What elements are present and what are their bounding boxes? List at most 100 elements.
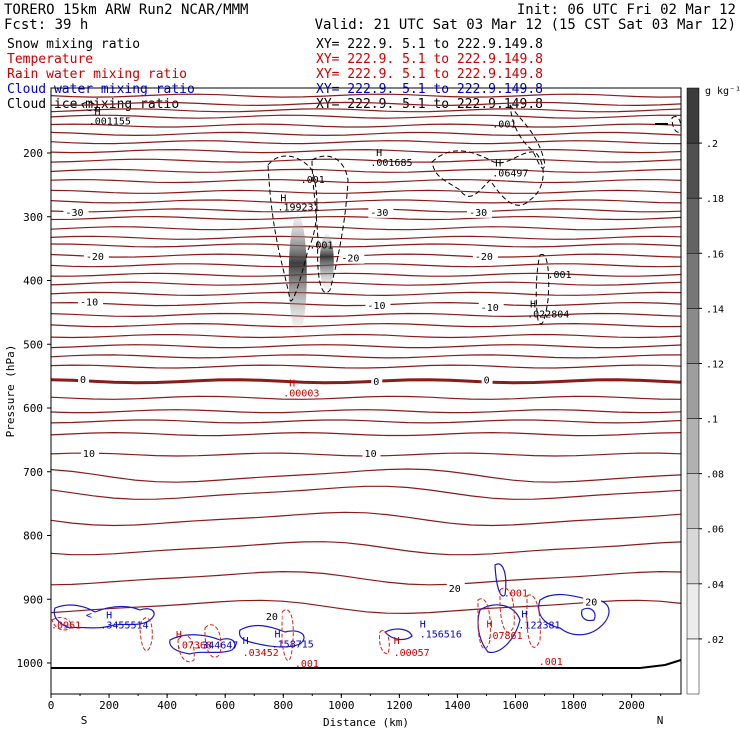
contour-annotation: .001 xyxy=(539,657,563,668)
temperature-contour-line xyxy=(50,123,682,128)
temperature-label-bg xyxy=(83,250,109,262)
temperature-contour-line xyxy=(50,168,682,173)
contour-annotation: .122381 xyxy=(518,621,560,632)
temperature-label-bg xyxy=(78,373,90,385)
legend-entry-xy: XY= 222.9. 5.1 to 222.9.149.8 xyxy=(316,37,543,52)
snow-plume xyxy=(319,234,334,290)
colorbar-tick-label: .16 xyxy=(706,249,724,260)
legend-entry-name: Snow mixing ratio xyxy=(7,37,140,52)
contour-annotation: H xyxy=(420,619,426,630)
contour-annotation: .001 xyxy=(295,659,319,670)
temperature-label: -20 xyxy=(341,254,359,265)
temperature-contour-line xyxy=(50,344,682,349)
temperature-contour-line xyxy=(50,235,682,240)
contour-annotation: .344647 xyxy=(196,640,238,651)
cloud-ice-contour xyxy=(81,101,97,112)
contour-annotation: H xyxy=(280,193,286,204)
temperature-label: -10 xyxy=(481,303,499,314)
colorbar-tick-label: .06 xyxy=(706,525,724,536)
temperature-contour-line xyxy=(50,419,682,424)
temperature-label-bg xyxy=(362,447,381,459)
rain-water-contour xyxy=(204,624,222,658)
contour-annotation: H xyxy=(486,619,492,630)
colorbar-tick-label: .12 xyxy=(706,359,724,370)
temperature-label: -20 xyxy=(475,252,493,263)
cloud-ice-contour xyxy=(267,155,318,302)
legend-entry-name: Rain water mixing ratio xyxy=(7,67,187,82)
contour-annotation: H xyxy=(530,299,536,310)
snow-plume xyxy=(288,215,307,335)
header-init: Init: 06 UTC Fri 02 Mar 12 xyxy=(517,2,736,18)
temperature-contour-line xyxy=(50,364,682,369)
x-tick-label: 1800 xyxy=(560,699,587,712)
temperature-contour-line xyxy=(50,226,682,231)
temperature-label-bg xyxy=(368,206,394,218)
contour-annotation: .001 xyxy=(309,241,333,252)
temperature-contour-line xyxy=(50,101,682,107)
temperature-contour-line xyxy=(50,108,682,113)
temperature-contour-line xyxy=(50,468,682,483)
temperature-labels: -30 -30 -30 -20 -20 -20 -10 -10 -10 0 0 0 10 10 20 20 20 xyxy=(63,206,602,623)
contour-annotation: .001 xyxy=(504,589,528,600)
temperature-label-bg xyxy=(481,374,493,386)
temperature-contour-line xyxy=(50,322,682,328)
temperature-label-bg xyxy=(263,611,282,623)
cloud-ice-contour xyxy=(311,155,349,293)
y-tick-label: 800 xyxy=(23,530,43,543)
temperature-label-bg xyxy=(63,206,89,218)
temperature-contour-line xyxy=(50,114,682,119)
contour-annotation: .001 xyxy=(547,270,571,281)
temperature-contour-line xyxy=(50,189,682,194)
temperature-label: 20 xyxy=(266,612,278,623)
y-tick-label: 200 xyxy=(23,147,43,160)
contour-annotation: .001 xyxy=(492,120,516,131)
temperature-contour-line xyxy=(50,272,682,277)
colorbar-cell xyxy=(686,142,700,199)
legend-entry-xy: XY= 222.9. 5.1 to 222.9.149.8 xyxy=(316,97,543,112)
temperature-label: 0 xyxy=(80,375,86,386)
x-tick-label: 800 xyxy=(273,699,293,712)
contour-annotation: .001685 xyxy=(370,158,412,169)
temperature-contour-line xyxy=(50,140,682,145)
rain-water-contour xyxy=(499,587,515,633)
temperature-label: -20 xyxy=(86,252,104,263)
temperature-contour-line xyxy=(50,263,682,268)
contour-annotation: H xyxy=(495,158,501,169)
x-axis-start-label: S xyxy=(81,714,88,727)
legend: Snow mixing ratio XY= 222.9. 5.1 to 222.9… xyxy=(7,37,543,112)
colorbar-tick-label: .02 xyxy=(706,635,724,646)
temperature-contour-line xyxy=(50,93,682,98)
temperature-contour-line xyxy=(50,148,682,154)
colorbar-cell xyxy=(686,197,700,254)
rain-water-contour xyxy=(281,609,294,662)
temperature-label: -30 xyxy=(370,208,388,219)
x-axis-label: Distance (km) xyxy=(323,716,409,729)
contour-annotation: .199231 xyxy=(277,202,319,213)
colorbar: .02 .04 .06 .08 .1 .12 .14 .16 .18 .2 xyxy=(686,87,724,695)
contour-annotation: .022804 xyxy=(527,309,569,320)
header-fcst: Fcst: 39 h xyxy=(4,17,88,33)
cloud-ice-contour xyxy=(671,116,682,133)
rain-water-contour xyxy=(177,634,195,663)
cloud-water-contour xyxy=(238,624,305,648)
cloud-ice-contour xyxy=(509,104,546,169)
colorbar-tick-label: .2 xyxy=(706,139,718,150)
temperature-label: -10 xyxy=(80,298,98,309)
temperature-label-bg xyxy=(472,250,498,262)
plot-frame xyxy=(50,87,682,695)
temperature-contour-line xyxy=(50,253,682,258)
contour-annotation: H xyxy=(394,636,400,647)
temperature-contour-line xyxy=(50,291,682,297)
y-tick-label: 900 xyxy=(23,593,43,606)
colorbar-cell xyxy=(686,473,700,529)
x-axis-end-label: N xyxy=(657,714,664,727)
snow-shading xyxy=(288,215,334,335)
y-tick-label: 700 xyxy=(23,466,43,479)
contour-annotation: H xyxy=(376,148,382,159)
temperature-contour-line xyxy=(50,312,682,318)
temperature-contour-line xyxy=(50,333,682,339)
y-tick-label: 500 xyxy=(23,338,43,351)
temperature-label-bg xyxy=(478,301,504,313)
temperature-label: 10 xyxy=(365,449,377,460)
contour-annotation: .001155 xyxy=(89,116,131,127)
